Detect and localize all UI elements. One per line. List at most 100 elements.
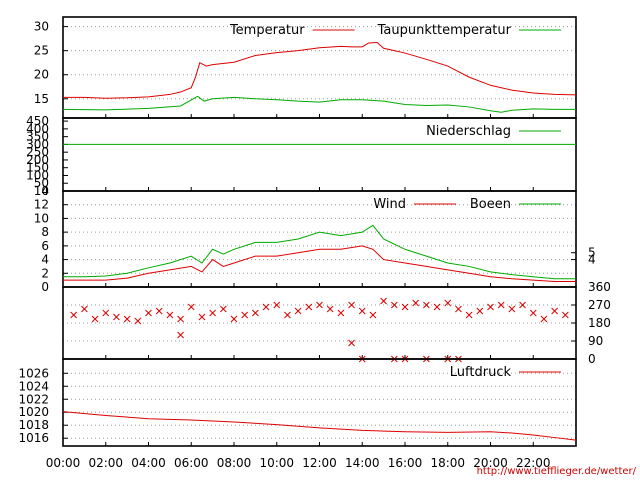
series-line-temperatur [63,41,577,99]
wind-direction-point [358,307,366,315]
x-tick-label: 04:00 [131,456,166,470]
wind-direction-point [198,313,206,321]
wind-direction-point [262,303,270,311]
wind-direction-point [412,299,420,307]
y-tick-label: 15 [34,92,49,106]
legend-label: Niederschlag [426,124,511,139]
right-tick-label: 180 [588,316,611,330]
y-tick-label: 12 [34,198,49,212]
wind-direction-point [273,301,281,309]
wind-direction-point [540,315,548,323]
wind-direction-point [166,311,174,319]
wind-direction-point [529,309,537,317]
right-tick-label: 0 [588,352,596,366]
wind-direction-point [230,315,238,323]
wind-direction-point [91,315,99,323]
y-tick-label: 2 [41,266,49,280]
wind-direction-point [433,303,441,311]
x-tick-label: 08:00 [217,456,252,470]
y-tick-label: 1022 [18,392,49,406]
wind-direction-point [284,311,291,319]
wind-direction-point [561,311,569,319]
x-tick-label: 10:00 [259,456,294,470]
wind-direction-point [497,301,505,309]
wind-direction-point [155,307,163,315]
wind-direction-point [380,297,387,305]
wind-direction-point [177,331,184,339]
x-axis-tick-labels: 00:00 02:00 04:00 06:00 08:00 10:00 12:00 14:00… [46,456,551,470]
wind-direction-point [209,309,216,317]
series-line-boeen [63,224,576,280]
y-tick-label: 1026 [18,366,49,380]
y-tick-label: 20 [34,68,49,82]
series-line-taupunkttemperatur [62,95,576,113]
y-tick-label: 1024 [18,379,49,393]
y-tick-label: 6 [41,239,49,253]
wind-direction-point [476,307,484,315]
y-tick-label: 10 [34,211,49,225]
y-tick-label: 30 [34,20,49,34]
wind-direction-point [187,303,195,311]
source-url-label: http://www.tiefflieger.de/wetter/ [477,466,637,477]
wind-direction-point [348,339,355,347]
x-tick-label: 18:00 [430,456,465,470]
wind-direction-point [455,305,462,313]
x-tick-label: 06:00 [174,456,209,470]
wind-direction-point [316,301,323,309]
y-tick-label: 1016 [18,431,49,445]
right-tick-label: 5 [588,246,596,260]
y-tick-label: 200 [26,153,49,167]
x-tick-label: 02:00 [88,456,123,470]
y-tick-label: 1020 [18,405,49,419]
wind-direction-point [252,309,259,317]
series-line-wind [63,245,576,283]
legend-label: Luftdruck [450,365,512,380]
wind-direction-point [423,301,430,309]
y-tick-label: 100 [26,168,49,182]
wind-direction-point [369,311,377,319]
y-tick-label: 250 [26,145,49,159]
legend-label: Taupunkttemperatur [377,23,512,38]
wind-direction-point [134,317,142,325]
wind-direction-point [113,313,120,321]
x-tick-label: 20:00 [473,456,508,470]
wind-direction-point [177,315,184,323]
legend-label: Boeen [470,197,511,212]
x-tick-label: 12:00 [302,456,337,470]
y-tick-label: 50 [34,176,49,190]
wind-direction-point [294,307,302,315]
x-tick-label: 14:00 [345,456,380,470]
wind-direction-point [390,301,398,309]
wind-direction-point [81,305,88,313]
wind-direction-point [219,305,227,313]
y-tick-label: 25 [34,44,49,58]
y-tick-label: 350 [26,130,49,144]
wind-direction-point [326,305,334,313]
wind-direction-point [465,311,473,319]
y-tick-label: 4 [41,253,49,267]
right-tick-label: 360 [588,280,611,294]
y-tick-label: 300 [26,137,49,151]
right-tick-label: 270 [588,298,611,312]
wind-direction-point [123,315,131,323]
right-tick-label: 4 [588,253,596,267]
series-line-luftdruck [62,411,577,441]
y-tick-label: 450 [26,114,49,128]
y-tick-label: 0 [41,280,49,294]
x-tick-label: 16:00 [388,456,423,470]
legend-label: Wind [373,197,406,212]
x-tick-label: 22:00 [516,456,551,470]
temperature-panel: 15 20 25 30 Taupunkttemperatur Temperatur [34,16,577,119]
wind-direction-point [444,299,452,307]
wind-direction-point [337,309,345,317]
wind-direction-point [145,309,152,317]
wind-direction-panel: 0 90 180 270 360 [62,280,611,366]
y-tick-label: 1018 [18,418,49,432]
right-tick-label: 90 [588,334,603,348]
wind-direction-point [487,303,494,311]
